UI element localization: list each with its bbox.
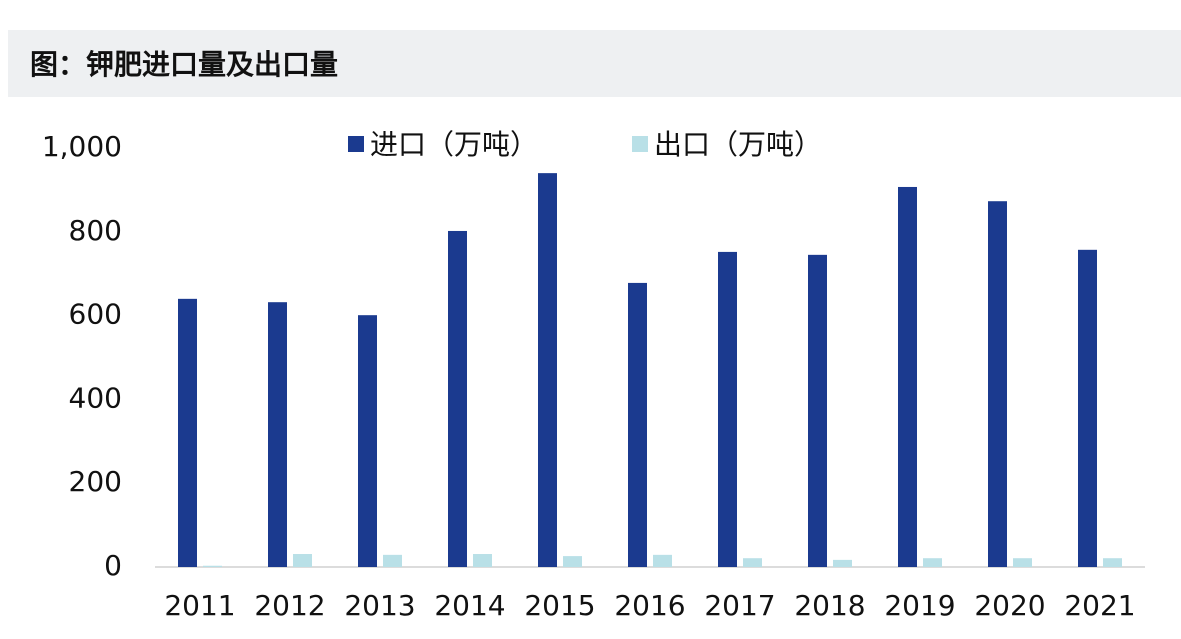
x-tick-label: 2015 <box>524 589 595 622</box>
bar <box>1013 558 1032 567</box>
bar <box>538 173 557 567</box>
x-tick-label: 2012 <box>254 589 325 622</box>
bar <box>653 554 672 567</box>
x-tick-label: 2011 <box>164 589 235 622</box>
legend-label: 进口（万吨） <box>370 128 538 161</box>
bar <box>628 282 647 567</box>
legend-label: 出口（万吨） <box>654 128 822 161</box>
y-tick-label: 800 <box>69 214 122 247</box>
bar <box>358 315 377 567</box>
legend-swatch <box>632 136 648 152</box>
bar <box>383 554 402 567</box>
bar <box>898 186 917 568</box>
y-tick-label: 400 <box>69 381 122 414</box>
x-tick-label: 2021 <box>1064 589 1135 622</box>
bar <box>563 556 582 567</box>
x-tick-label: 2019 <box>884 589 955 622</box>
chart-title: 图：钾肥进口量及出口量 <box>30 48 338 81</box>
bar <box>203 565 222 567</box>
x-tick-label: 2013 <box>344 589 415 622</box>
x-tick-label: 2020 <box>974 589 1045 622</box>
x-tick-label: 2016 <box>614 589 685 622</box>
bar <box>718 251 737 568</box>
y-tick-label: 0 <box>104 549 122 582</box>
bar <box>923 558 942 567</box>
x-tick-label: 2014 <box>434 589 505 622</box>
bar <box>448 230 467 567</box>
title-banner <box>8 30 1181 97</box>
bar <box>743 558 762 567</box>
x-tick-label: 2018 <box>794 589 865 622</box>
bar <box>988 201 1007 567</box>
bar <box>473 554 492 567</box>
y-tick-label: 200 <box>69 465 122 498</box>
bar <box>178 298 197 567</box>
bar <box>293 554 312 567</box>
bar <box>808 254 827 567</box>
bar <box>833 559 852 567</box>
x-tick-label: 2017 <box>704 589 775 622</box>
y-tick-label: 600 <box>69 298 122 331</box>
legend-swatch <box>348 136 364 152</box>
bar <box>268 302 287 567</box>
bar <box>1103 558 1122 567</box>
bar <box>1078 249 1097 567</box>
y-tick-label: 1,000 <box>42 130 122 163</box>
